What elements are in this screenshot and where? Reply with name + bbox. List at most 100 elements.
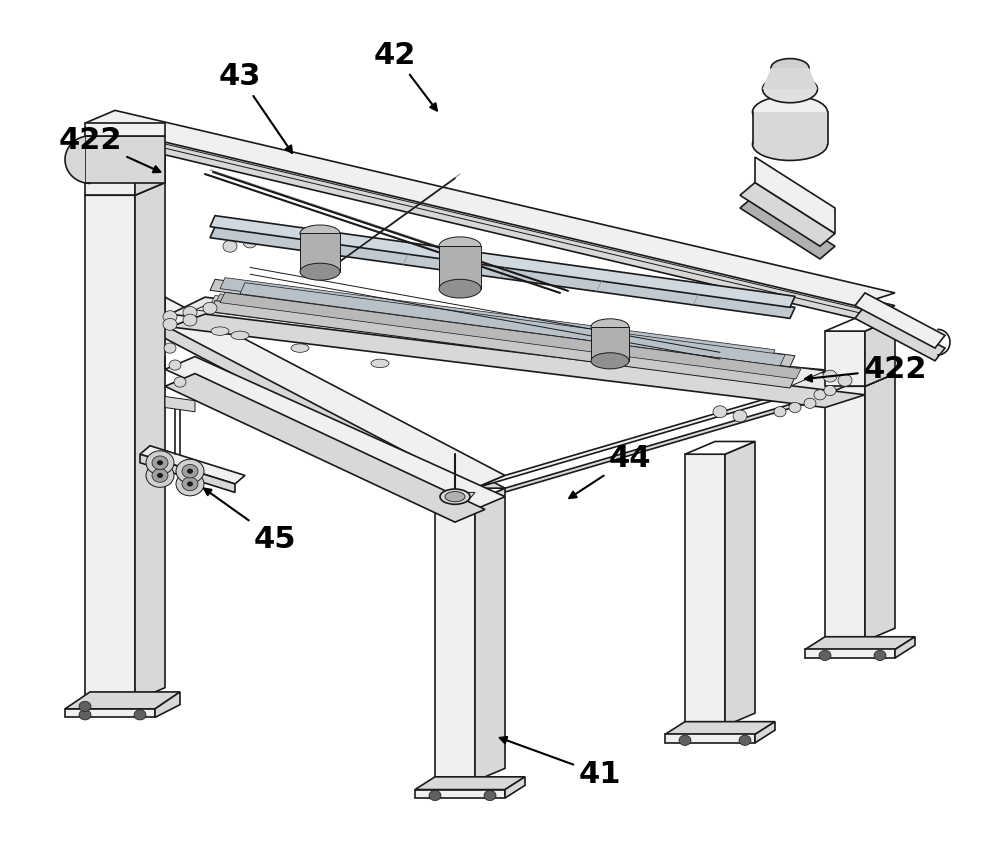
Polygon shape [220,278,775,361]
Ellipse shape [300,263,340,280]
Polygon shape [763,68,818,89]
Polygon shape [210,227,795,318]
Polygon shape [685,441,755,454]
Polygon shape [475,488,505,781]
Circle shape [814,390,826,400]
Polygon shape [85,123,165,136]
Circle shape [223,240,237,252]
Circle shape [146,451,174,475]
Circle shape [713,406,727,418]
Circle shape [789,402,801,413]
Polygon shape [725,441,755,726]
Circle shape [739,735,751,745]
Polygon shape [435,501,475,781]
Polygon shape [140,446,245,484]
Polygon shape [665,722,775,734]
Polygon shape [825,331,865,386]
Circle shape [819,650,831,661]
Polygon shape [85,195,135,700]
Circle shape [243,236,257,248]
Circle shape [733,410,747,422]
Ellipse shape [439,279,481,298]
Polygon shape [591,327,629,361]
Circle shape [774,407,786,417]
Circle shape [182,477,198,491]
Polygon shape [825,318,895,331]
Text: 44: 44 [569,444,651,498]
Circle shape [429,790,441,801]
Polygon shape [165,396,195,412]
Circle shape [203,302,217,314]
Ellipse shape [231,331,249,340]
Ellipse shape [591,353,629,369]
Ellipse shape [753,128,828,160]
Polygon shape [895,637,915,658]
Circle shape [823,370,837,382]
Polygon shape [215,294,798,380]
Circle shape [176,459,204,483]
Polygon shape [825,386,865,641]
Text: 422: 422 [805,355,927,384]
Polygon shape [210,301,795,388]
Polygon shape [415,790,505,798]
Circle shape [163,311,177,323]
Polygon shape [475,374,895,501]
Polygon shape [170,314,865,408]
Polygon shape [865,374,895,641]
Ellipse shape [300,225,340,242]
Polygon shape [210,279,795,367]
Circle shape [157,473,163,478]
Polygon shape [135,183,165,700]
Circle shape [152,456,168,469]
Circle shape [183,306,197,318]
Text: 41: 41 [500,737,621,789]
Polygon shape [140,454,235,492]
Circle shape [146,464,174,487]
Polygon shape [755,722,775,743]
Polygon shape [155,692,180,717]
Ellipse shape [771,59,809,77]
Polygon shape [85,123,165,136]
Circle shape [152,469,168,482]
Polygon shape [85,183,165,195]
Circle shape [824,385,836,396]
Ellipse shape [211,327,229,335]
Circle shape [79,701,91,711]
Circle shape [874,650,886,661]
Circle shape [187,481,193,486]
Polygon shape [165,374,485,522]
Polygon shape [755,157,835,233]
Circle shape [79,710,91,720]
Polygon shape [135,310,505,501]
Circle shape [804,398,816,408]
Polygon shape [805,637,915,649]
Polygon shape [170,297,865,395]
Polygon shape [135,310,865,386]
Circle shape [484,790,496,801]
Circle shape [679,735,691,745]
Polygon shape [865,318,895,386]
Circle shape [169,360,181,370]
Text: 422: 422 [58,126,160,172]
Polygon shape [65,709,155,717]
Ellipse shape [371,359,389,368]
Circle shape [164,343,176,353]
Circle shape [182,464,198,478]
Text: 42: 42 [374,41,437,110]
Circle shape [134,710,146,720]
Polygon shape [665,734,755,743]
Ellipse shape [440,489,470,504]
Polygon shape [855,293,945,348]
Polygon shape [85,123,895,318]
Polygon shape [685,454,725,726]
Circle shape [157,460,163,465]
Polygon shape [300,233,340,272]
Circle shape [174,377,186,387]
Circle shape [183,314,197,326]
Polygon shape [855,306,945,361]
Polygon shape [740,183,835,246]
Polygon shape [445,492,475,501]
Polygon shape [210,216,795,307]
Polygon shape [825,374,895,386]
Polygon shape [135,297,505,488]
